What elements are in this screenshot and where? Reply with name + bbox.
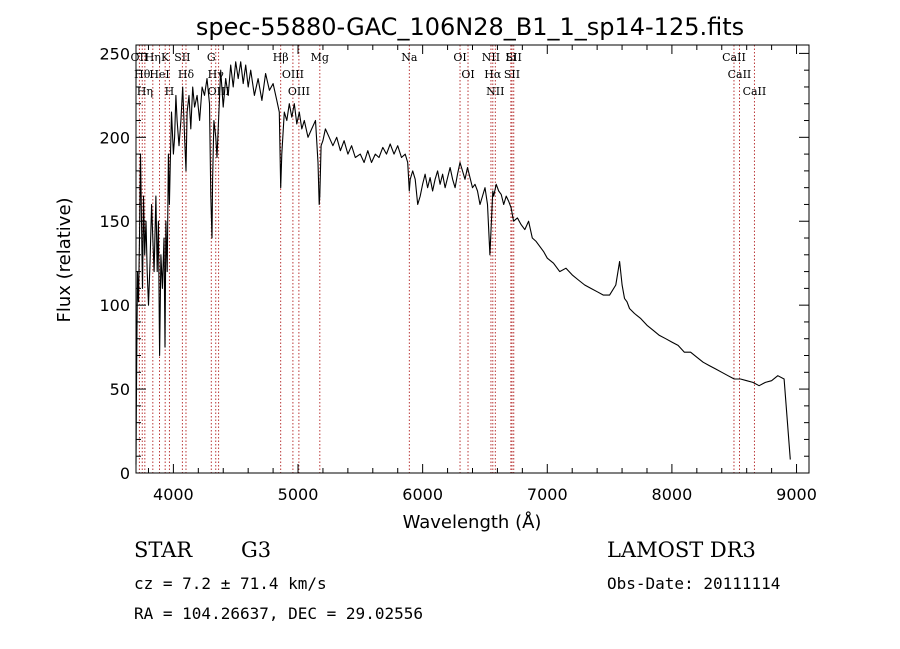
- x-tick-label: 4000: [153, 485, 194, 504]
- redshift-readout: cz = 7.2 ± 71.4 km/s: [134, 574, 327, 593]
- coordinates-readout: RA = 104.26637, DEC = 29.02556: [134, 604, 423, 623]
- line-label: G: [207, 51, 216, 64]
- spectrum-line: [135, 61, 791, 465]
- line-label: Hη: [145, 51, 161, 64]
- line-label: OIII: [208, 85, 230, 98]
- line-label: Hδ: [178, 68, 195, 81]
- line-label: Hα: [484, 68, 502, 81]
- line-label: CaII: [743, 85, 767, 98]
- y-axis-ticks: 0 50 100 150 200 250: [99, 44, 809, 483]
- line-label: OII: [131, 51, 149, 64]
- line-label: SII: [174, 51, 190, 64]
- line-label: Hη: [137, 85, 153, 98]
- x-tick-label: 9000: [776, 485, 817, 504]
- line-label: NII: [482, 51, 500, 64]
- x-tick-label: 8000: [652, 485, 693, 504]
- y-tick-label: 0: [120, 464, 130, 483]
- x-tick-label: 6000: [402, 485, 443, 504]
- line-label: NII: [486, 85, 504, 98]
- line-label: OIII: [288, 85, 310, 98]
- chart-title: spec-55880-GAC_106N28_B1_1_sp14-125.fits: [196, 13, 744, 41]
- y-tick-label: 50: [110, 380, 130, 399]
- line-label: Na: [401, 51, 418, 64]
- x-axis-ticks: 4000 5000 6000 7000 8000 9000: [147, 45, 817, 504]
- line-label: CaII: [728, 68, 752, 81]
- x-axis-label: Wavelength (Å): [403, 511, 542, 533]
- line-label: SII: [504, 68, 520, 81]
- line-label: OI: [453, 51, 466, 64]
- survey-name: LAMOST DR3: [607, 538, 756, 562]
- x-tick-label: 5000: [278, 485, 319, 504]
- y-tick-label: 200: [99, 128, 130, 147]
- line-label: OIII: [282, 68, 304, 81]
- plot-frame: [135, 44, 810, 474]
- line-label: K: [161, 51, 170, 64]
- x-tick-label: 7000: [527, 485, 568, 504]
- spectral-line-markers: [138, 45, 755, 473]
- line-label: Hβ: [273, 51, 289, 64]
- y-tick-label: 250: [99, 44, 130, 63]
- y-tick-label: 100: [99, 296, 130, 315]
- observation-date: Obs-Date: 20111114: [607, 574, 781, 593]
- line-label: Hθ: [134, 68, 151, 81]
- line-label: CaII: [722, 51, 746, 64]
- line-label: OI: [461, 68, 474, 81]
- line-label: H: [165, 85, 175, 98]
- line-label: Li: [505, 51, 516, 64]
- y-tick-label: 150: [99, 212, 130, 231]
- line-label: Mg: [311, 51, 329, 64]
- line-label: SII: [506, 51, 522, 64]
- object-class: STAR: [134, 538, 193, 562]
- y-axis-label: Flux (relative): [54, 197, 75, 322]
- line-label: HeI: [149, 68, 169, 81]
- spectral-subclass: G3: [241, 538, 272, 562]
